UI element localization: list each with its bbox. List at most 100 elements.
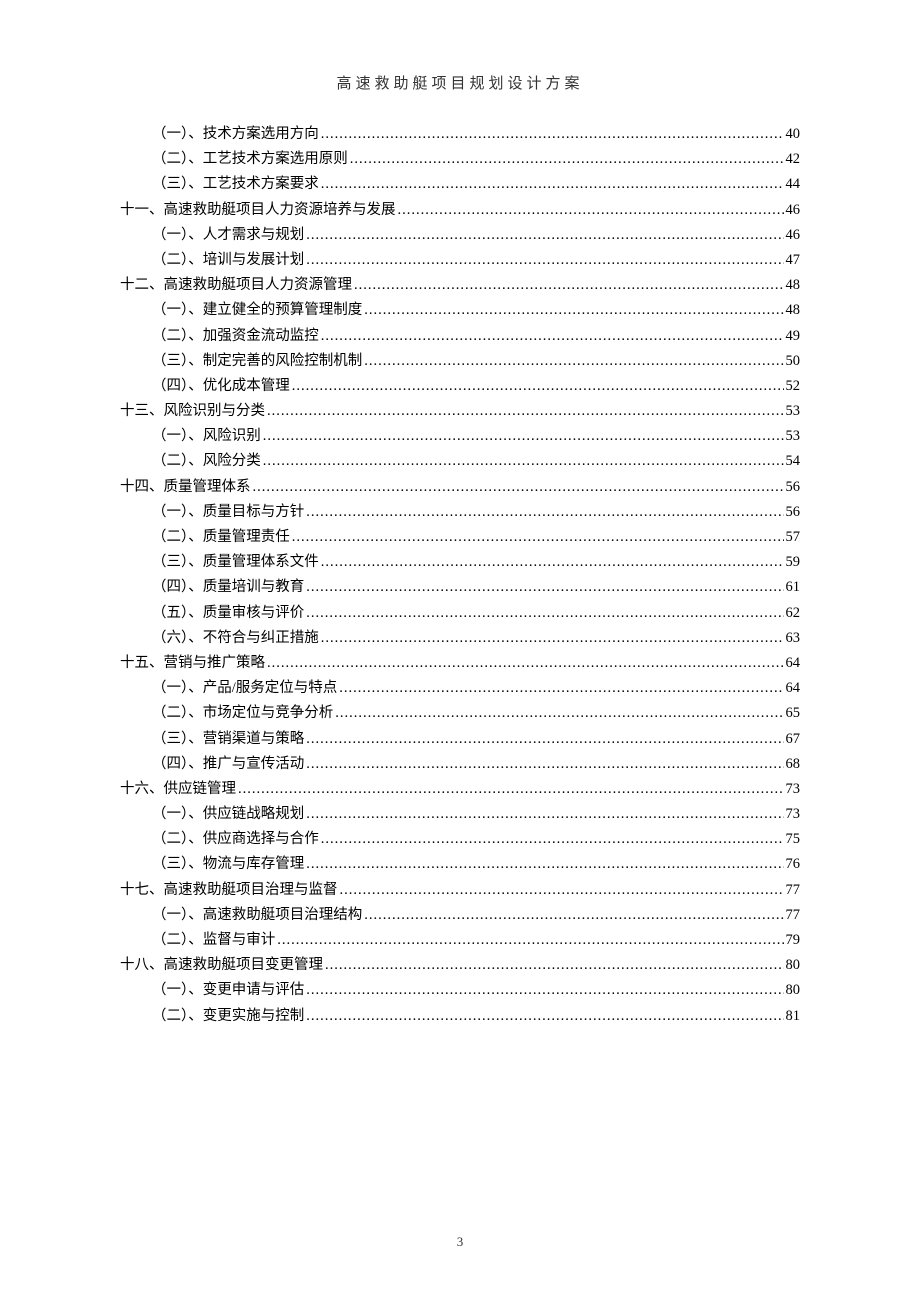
- toc-entry-label: （一）、质量目标与方针: [152, 505, 304, 520]
- toc-entry: （四）、推广与宣传活动 68: [120, 757, 800, 772]
- toc-leader-dots: [277, 933, 783, 948]
- page-number: 3: [0, 1234, 920, 1250]
- toc-entry: （一）、产品/服务定位与特点64: [120, 681, 800, 696]
- toc-leader-dots: [292, 379, 784, 394]
- toc-entry-page: 48: [786, 303, 801, 318]
- toc-entry: （一）、建立健全的预算管理制度48: [120, 303, 800, 318]
- toc-leader-dots: [350, 152, 784, 167]
- toc-entry-label: （一）、变更申请与评估: [152, 983, 304, 998]
- toc-leader-dots: [306, 857, 783, 872]
- toc-entry-label: （三）、物流与库存管理: [152, 857, 304, 872]
- toc-leader-dots: [306, 807, 783, 822]
- toc-entry-label: 十七、高速救助艇项目治理与监督: [120, 883, 338, 898]
- toc-entry: （二）、变更实施与控制 81: [120, 1009, 800, 1024]
- toc-entry: （一）、供应链战略规划73: [120, 807, 800, 822]
- toc-entry: （三）、物流与库存管理76: [120, 857, 800, 872]
- toc-leader-dots: [364, 354, 783, 369]
- toc-entry-label: （三）、工艺技术方案要求: [152, 177, 319, 192]
- toc-leader-dots: [321, 832, 784, 847]
- toc-entry: （二）、培训与发展计划47: [120, 253, 800, 268]
- toc-entry: （一）、技术方案选用方向 40: [120, 127, 800, 142]
- toc-entry: （三）、制定完善的风险控制机制 50: [120, 354, 800, 369]
- toc-entry: 十二、高速救助艇项目人力资源管理 48: [120, 278, 800, 293]
- toc-entry: 十五、营销与推广策略 64: [120, 656, 800, 671]
- toc-leader-dots: [267, 404, 784, 419]
- toc-entry: 十六、供应链管理 73: [120, 782, 800, 797]
- toc-entry-page: 68: [786, 757, 801, 772]
- toc-leader-dots: [335, 706, 783, 721]
- toc-entry-label: （二）、供应商选择与合作: [152, 832, 319, 847]
- toc-leader-dots: [306, 983, 783, 998]
- toc-leader-dots: [253, 480, 784, 495]
- toc-leader-dots: [292, 530, 784, 545]
- toc-leader-dots: [321, 555, 784, 570]
- toc-entry-label: （二）、变更实施与控制: [152, 1009, 304, 1024]
- toc-entry-label: （六）、不符合与纠正措施: [152, 631, 319, 646]
- toc-entry-page: 40: [786, 127, 801, 142]
- toc-entry: （四）、质量培训与教育61: [120, 580, 800, 595]
- toc-leader-dots: [398, 203, 784, 218]
- toc-entry-page: 61: [786, 580, 801, 595]
- toc-entry-page: 63: [786, 631, 801, 646]
- toc-entry-page: 81: [786, 1009, 801, 1024]
- toc-entry-label: （二）、风险分类: [152, 454, 261, 469]
- toc-entry: （三）、营销渠道与策略67: [120, 732, 800, 747]
- toc-entry-label: 十四、质量管理体系: [120, 480, 251, 495]
- toc-entry: 十一、高速救助艇项目人力资源培养与发展46: [120, 203, 800, 218]
- toc-entry: （二）、市场定位与竞争分析 65: [120, 706, 800, 721]
- toc-entry-label: （五）、质量审核与评价: [152, 606, 304, 621]
- toc-entry-page: 80: [786, 958, 801, 973]
- toc-entry-label: 十二、高速救助艇项目人力资源管理: [120, 278, 352, 293]
- toc-leader-dots: [321, 631, 784, 646]
- toc-leader-dots: [321, 177, 784, 192]
- toc-entry-label: （二）、质量管理责任: [152, 530, 290, 545]
- toc-entry-page: 77: [786, 883, 801, 898]
- toc-entry-label: （一）、供应链战略规划: [152, 807, 304, 822]
- toc-entry-label: 十八、高速救助艇项目变更管理: [120, 958, 323, 973]
- toc-leader-dots: [306, 505, 783, 520]
- toc-entry: 十三、风险识别与分类53: [120, 404, 800, 419]
- toc-entry-page: 62: [786, 606, 801, 621]
- toc-entry-page: 48: [786, 278, 801, 293]
- toc-entry-page: 52: [786, 379, 801, 394]
- toc-entry-page: 56: [786, 505, 801, 520]
- toc-entry-label: 十一、高速救助艇项目人力资源培养与发展: [120, 203, 396, 218]
- toc-leader-dots: [306, 580, 783, 595]
- toc-entry-page: 47: [786, 253, 801, 268]
- toc-entry: （五）、质量审核与评价 62: [120, 606, 800, 621]
- toc-entry-page: 64: [786, 656, 801, 671]
- toc-entry: （二）、供应商选择与合作75: [120, 832, 800, 847]
- toc-entry-page: 65: [786, 706, 801, 721]
- toc-entry: （六）、不符合与纠正措施 63: [120, 631, 800, 646]
- toc-entry-label: （一）、高速救助艇项目治理结构: [152, 908, 362, 923]
- toc-entry: 十七、高速救助艇项目治理与监督 77: [120, 883, 800, 898]
- toc-leader-dots: [306, 253, 783, 268]
- toc-entry-page: 44: [786, 177, 801, 192]
- toc-entry-page: 73: [786, 782, 801, 797]
- toc-leader-dots: [306, 732, 783, 747]
- toc-entry: （二）、监督与审计79: [120, 933, 800, 948]
- toc-entry: （二）、工艺技术方案选用原则42: [120, 152, 800, 167]
- toc-entry-label: 十五、营销与推广策略: [120, 656, 265, 671]
- toc-entry-page: 67: [786, 732, 801, 747]
- toc-entry-label: （三）、制定完善的风险控制机制: [152, 354, 362, 369]
- toc-entry-label: （四）、优化成本管理: [152, 379, 290, 394]
- toc-entry-label: （三）、质量管理体系文件: [152, 555, 319, 570]
- toc-leader-dots: [321, 127, 784, 142]
- toc-entry-page: 49: [786, 329, 801, 344]
- toc-leader-dots: [325, 958, 784, 973]
- toc-entry-label: 十六、供应链管理: [120, 782, 236, 797]
- toc-entry-label: （二）、市场定位与竞争分析: [152, 706, 333, 721]
- toc-entry-label: （一）、技术方案选用方向: [152, 127, 319, 142]
- toc-entry-label: （二）、加强资金流动监控: [152, 329, 319, 344]
- toc-entry-label: （一）、人才需求与规划: [152, 228, 304, 243]
- toc-entry: （四）、优化成本管理 52: [120, 379, 800, 394]
- toc-entry-page: 56: [786, 480, 801, 495]
- toc-entry-page: 53: [786, 429, 801, 444]
- toc-leader-dots: [364, 908, 783, 923]
- toc-entry-label: （一）、风险识别: [152, 429, 261, 444]
- toc-entry-label: （四）、推广与宣传活动: [152, 757, 304, 772]
- table-of-contents: （一）、技术方案选用方向 40 （二）、工艺技术方案选用原则42 （三）、工艺技术方案…: [120, 127, 800, 1023]
- toc-leader-dots: [238, 782, 784, 797]
- toc-entry-page: 50: [786, 354, 801, 369]
